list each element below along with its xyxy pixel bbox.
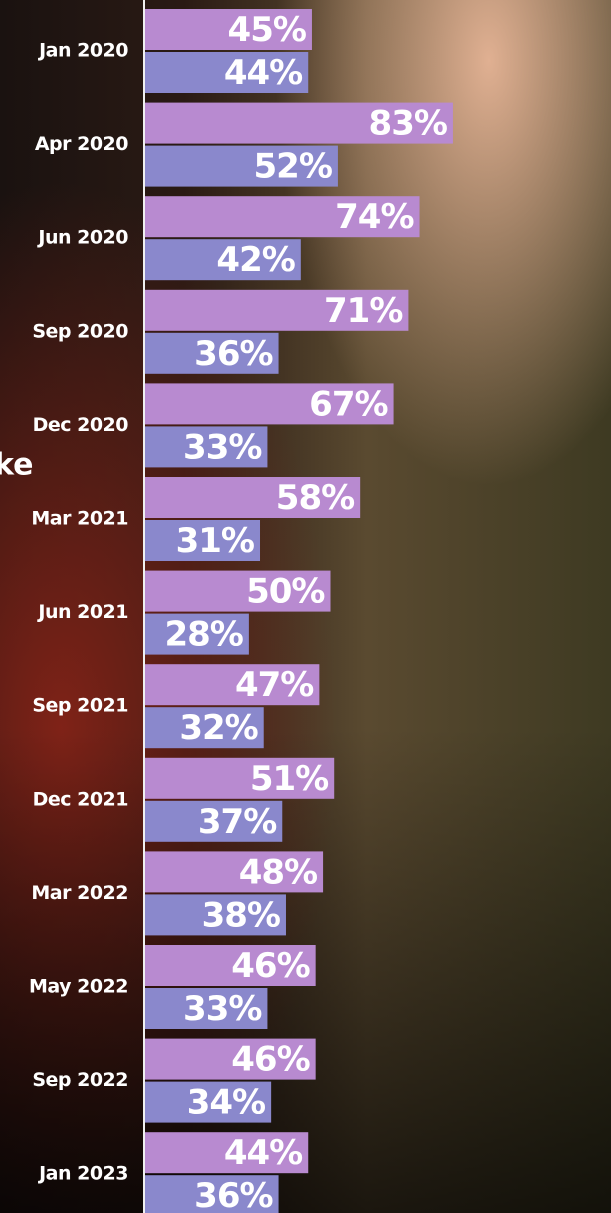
bar [145,988,268,1029]
bar [145,800,283,842]
bar [145,945,316,986]
bar [145,1132,309,1174]
value-label: 74% [335,197,413,237]
bar [145,145,338,187]
bar [145,1175,279,1213]
category-label: Jan 2020 [37,40,128,62]
bar [145,426,268,468]
value-label: 28% [164,615,242,655]
value-label: 46% [231,946,309,986]
value-label: 33% [183,427,261,467]
value-label: 48% [239,852,317,892]
value-label: 46% [231,1040,309,1080]
bar [145,52,309,93]
category-label: Apr 2020 [35,133,128,155]
bar [145,664,320,706]
category-label: Mar 2022 [31,882,128,904]
category-label: Jun 2020 [36,227,128,249]
category-label: Sep 2022 [32,1069,128,1091]
category-label: Dec 2021 [33,788,128,810]
category-label: Jan 2023 [37,1163,128,1185]
value-label: 31% [176,521,254,561]
value-label: 37% [198,802,276,842]
bar [145,102,453,144]
value-label: 58% [276,478,354,518]
bar [145,520,261,561]
bar [145,9,312,50]
bar [145,894,286,936]
value-label: 42% [216,240,294,280]
value-label: 33% [183,989,261,1029]
bar [145,851,324,893]
value-label: 83% [369,104,447,144]
bar [145,707,264,749]
value-label: 71% [324,291,402,331]
annotation: ke [0,448,34,483]
value-label: 38% [202,895,280,935]
category-label: Jun 2021 [36,601,128,623]
category-label: Dec 2020 [33,414,129,436]
bar [145,196,420,238]
category-label: May 2022 [29,976,128,998]
bar [145,613,249,655]
value-label: 44% [224,53,302,93]
bar [145,383,394,425]
bar [145,757,335,799]
bar [145,477,361,518]
value-label: 67% [309,384,387,424]
category-label: Sep 2020 [32,320,128,342]
category-label: Mar 2021 [31,508,128,530]
value-label: 50% [246,572,324,612]
value-label: 36% [194,1176,272,1213]
bar [145,570,331,612]
value-label: 32% [179,708,257,748]
value-label: 52% [254,147,332,187]
category-label: Sep 2021 [32,695,128,717]
value-label: 47% [235,665,313,705]
value-label: 36% [194,334,272,374]
bar [145,289,409,331]
bar [145,1038,316,1080]
bar [145,239,301,281]
value-label: 45% [228,10,306,50]
bar [145,1081,272,1123]
value-label: 44% [224,1133,302,1173]
value-label: 34% [187,1083,265,1123]
bar [145,332,279,374]
value-label: 51% [250,759,328,799]
